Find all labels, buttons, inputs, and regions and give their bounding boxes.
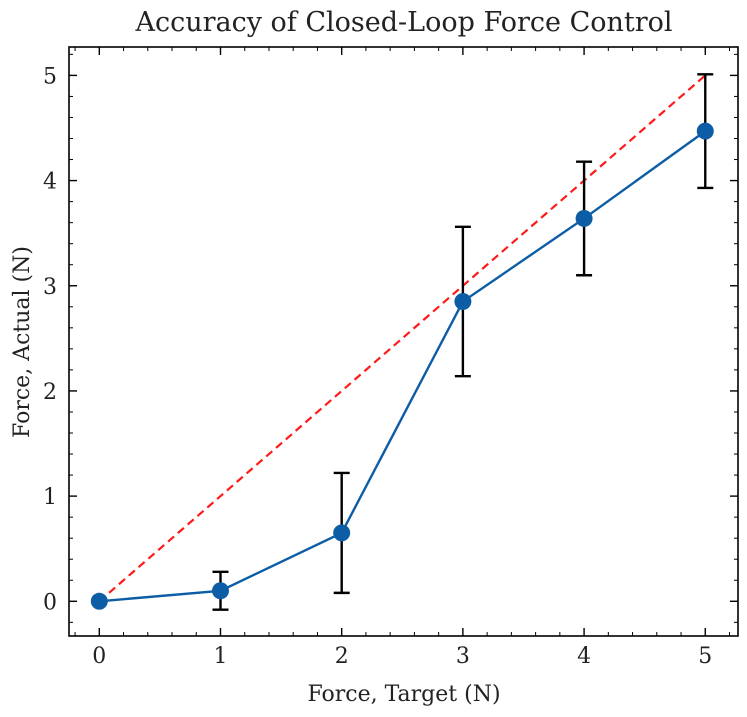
- x-tick-label: 3: [456, 644, 470, 669]
- x-axis-label: Force, Target (N): [307, 682, 500, 707]
- data-point: [333, 524, 351, 542]
- x-tick-label: 0: [92, 644, 106, 669]
- ideal-series: [98, 74, 706, 603]
- y-tick-label: 2: [43, 380, 57, 405]
- data-point: [211, 582, 229, 600]
- x-tick-label: 5: [698, 644, 712, 669]
- y-tick-label: 5: [43, 64, 57, 89]
- y-tick-label: 1: [43, 485, 57, 510]
- chart-title: Accuracy of Closed-Loop Force Control: [134, 7, 672, 38]
- plot-frame: [68, 46, 739, 637]
- measured-series: [90, 73, 714, 611]
- y-tick-label: 3: [43, 275, 57, 300]
- x-tick-label: 4: [577, 644, 591, 669]
- measured-line: [99, 130, 706, 603]
- data-point: [90, 592, 108, 610]
- ideal-line: [98, 74, 706, 603]
- data-point: [575, 209, 593, 227]
- data-point: [454, 293, 472, 311]
- y-axis-label: Force, Actual (N): [10, 246, 35, 438]
- y-tick-label: 4: [43, 170, 57, 195]
- data-point: [696, 122, 714, 140]
- axis-ticks: 0 1 2 3 4 5 0 1 2 3 4 5: [43, 47, 738, 669]
- x-tick-label: 1: [213, 644, 227, 669]
- x-tick-label: 2: [335, 644, 349, 669]
- y-tick-label: 0: [43, 590, 57, 615]
